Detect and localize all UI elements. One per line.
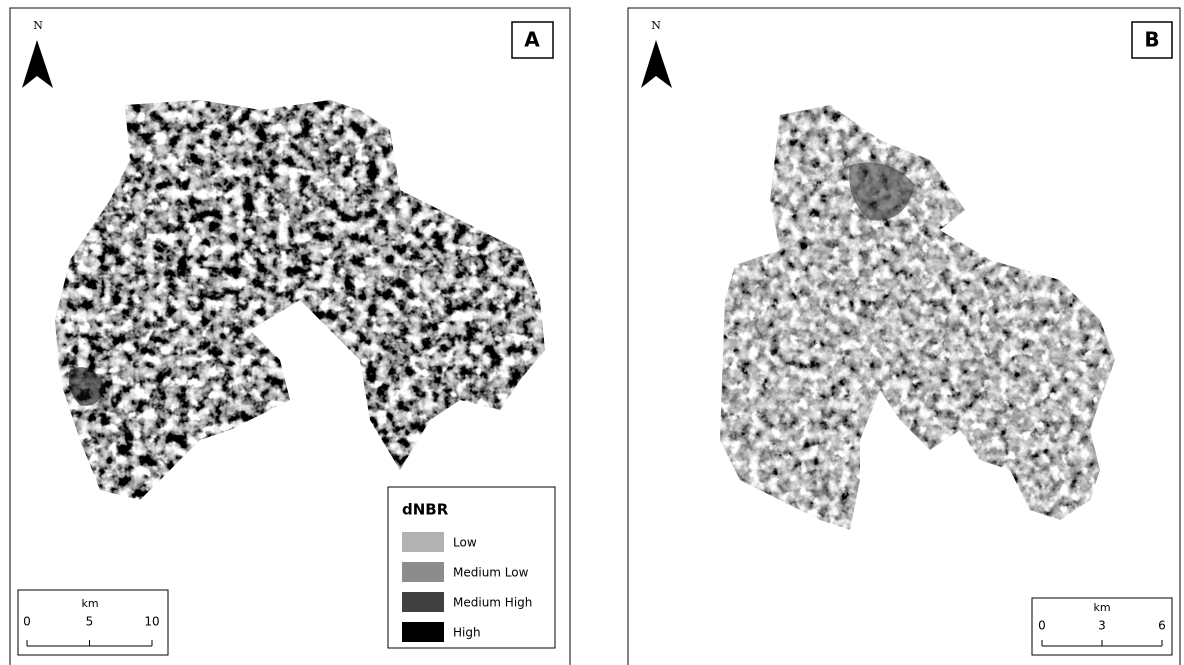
scale-tick-label: 0 xyxy=(1038,619,1046,633)
panel-label: B xyxy=(1144,28,1159,52)
panel-b: N B km 0 3 6 xyxy=(628,8,1180,665)
scale-unit: km xyxy=(81,597,98,610)
legend-label: High xyxy=(453,626,481,640)
north-arrow xyxy=(641,40,672,88)
scale-unit: km xyxy=(1093,601,1110,614)
panel-label: A xyxy=(524,28,540,52)
legend-swatch xyxy=(402,562,444,582)
burn-area xyxy=(720,105,1115,530)
legend-label: Medium High xyxy=(453,596,532,610)
north-label: N xyxy=(33,19,43,32)
figure: N A dNBR Low Medium Low Medium High High km… xyxy=(0,0,1184,665)
scale-tick-label: 0 xyxy=(23,615,31,629)
legend-swatch xyxy=(402,622,444,642)
burn-area xyxy=(55,100,545,500)
scale-tick-label: 5 xyxy=(86,615,94,629)
legend-label: Medium Low xyxy=(453,566,529,580)
legend-label: Low xyxy=(453,536,477,550)
north-label: N xyxy=(651,19,661,32)
legend-swatch xyxy=(402,532,444,552)
legend-title: dNBR xyxy=(402,501,449,519)
scale-tick-label: 6 xyxy=(1158,619,1166,633)
north-arrow xyxy=(22,40,53,88)
panel-a: N A dNBR Low Medium Low Medium High High km… xyxy=(10,8,570,665)
legend-swatch xyxy=(402,592,444,612)
scale-tick-label: 3 xyxy=(1098,619,1106,633)
scale-tick-label: 10 xyxy=(144,615,159,629)
